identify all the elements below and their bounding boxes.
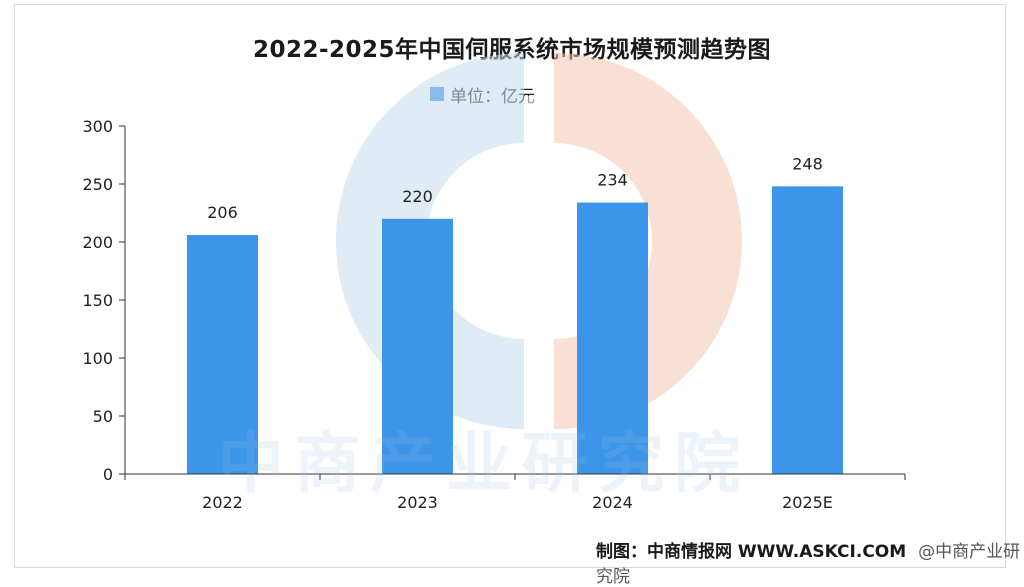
- bar-data-label: 234: [597, 171, 628, 190]
- y-tick-label: 150: [82, 291, 113, 310]
- y-axis: 0 50 100 150 200 250 300: [82, 117, 126, 484]
- y-tick-label: 0: [103, 465, 113, 484]
- x-tick-label: 2023: [397, 493, 438, 512]
- credit-site: WWW.ASKCI.COM: [737, 542, 907, 562]
- y-tick-label: 200: [82, 233, 113, 252]
- watermark-text: 中商产业研究院: [218, 425, 750, 502]
- y-tick-label: 50: [93, 407, 113, 426]
- bar: [187, 235, 258, 474]
- bar-data-label: 248: [792, 154, 823, 173]
- bar-data-label: 220: [402, 187, 433, 206]
- watermark-arc-blue: [336, 53, 526, 429]
- x-tick-label: 2024: [592, 493, 633, 512]
- y-tick-label: 100: [82, 349, 113, 368]
- watermark-gap: [524, 96, 554, 386]
- x-axis: 2022 2023 2024 2025E: [124, 473, 906, 512]
- bar: [772, 186, 843, 474]
- bar-data-label: 206: [207, 203, 238, 222]
- x-tick-label: 2025E: [782, 493, 833, 512]
- y-tick-label: 250: [82, 175, 113, 194]
- credit-label: 制图：中商情报网: [596, 542, 732, 562]
- x-tick-label: 2022: [202, 493, 243, 512]
- chart-credit: 制图：中商情报网 WWW.ASKCI.COM @中商产业研究院: [596, 537, 1024, 587]
- bar: [577, 202, 648, 474]
- bar: [382, 218, 453, 474]
- bar-chart: 0 50 100 150 200 250 300 206 220 234 248 2022 2023…: [82, 53, 906, 512]
- y-tick-label: 300: [82, 117, 113, 136]
- bars: 206 220 234 248: [187, 154, 843, 474]
